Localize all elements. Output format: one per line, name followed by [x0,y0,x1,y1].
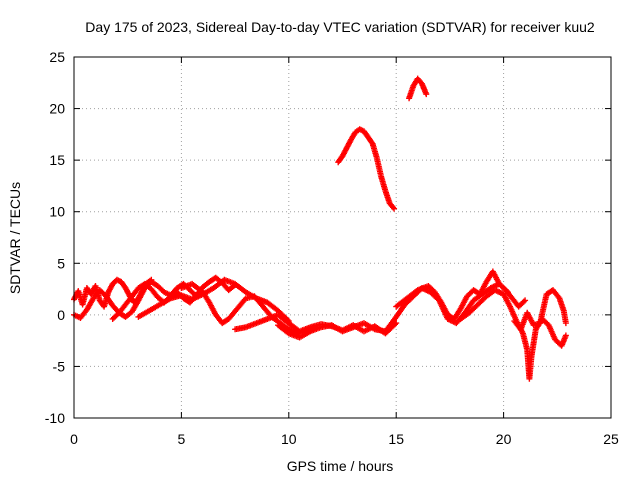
x-tick-label: 20 [496,431,512,447]
y-tick-label: 15 [49,152,65,168]
x-axis-label: GPS time / hours [287,458,394,474]
y-tick-label: -10 [45,410,65,426]
plot-frame [73,56,612,419]
x-tick-label: 0 [70,431,78,447]
y-tick-label: 20 [49,101,65,117]
series-arc11 [335,126,398,212]
data-point [562,320,569,327]
series-arc9 [457,287,569,382]
series-arc12 [406,75,430,102]
y-tick-labels: -10 -5 0 5 10 15 20 25 [45,49,65,426]
x-tick-labels: 0 5 10 15 20 25 [70,431,619,447]
y-tick-label: -5 [53,358,66,374]
x-tick-label: 5 [178,431,186,447]
data-point [423,91,430,98]
data-point [389,204,396,211]
y-tick-label: 5 [57,255,65,271]
y-tick-label: 25 [49,49,65,65]
data-point [391,205,398,212]
y-tick-label: 10 [49,204,65,220]
data-point [520,298,527,305]
data-point [522,297,529,304]
series-arc10 [511,287,569,333]
y-tick-label: 0 [57,307,65,323]
x-tick-label: 15 [388,431,404,447]
x-tick-label: 10 [281,431,297,447]
data-point [562,332,569,339]
series-arc4 [135,276,292,325]
y-axis-label: SDTVAR / TECUs [7,182,23,294]
data-points [71,75,569,382]
series-arc8 [393,268,529,322]
x-tick-label: 25 [603,431,619,447]
chart-title: Day 175 of 2023, Sidereal Day-to-day VTE… [85,19,595,35]
